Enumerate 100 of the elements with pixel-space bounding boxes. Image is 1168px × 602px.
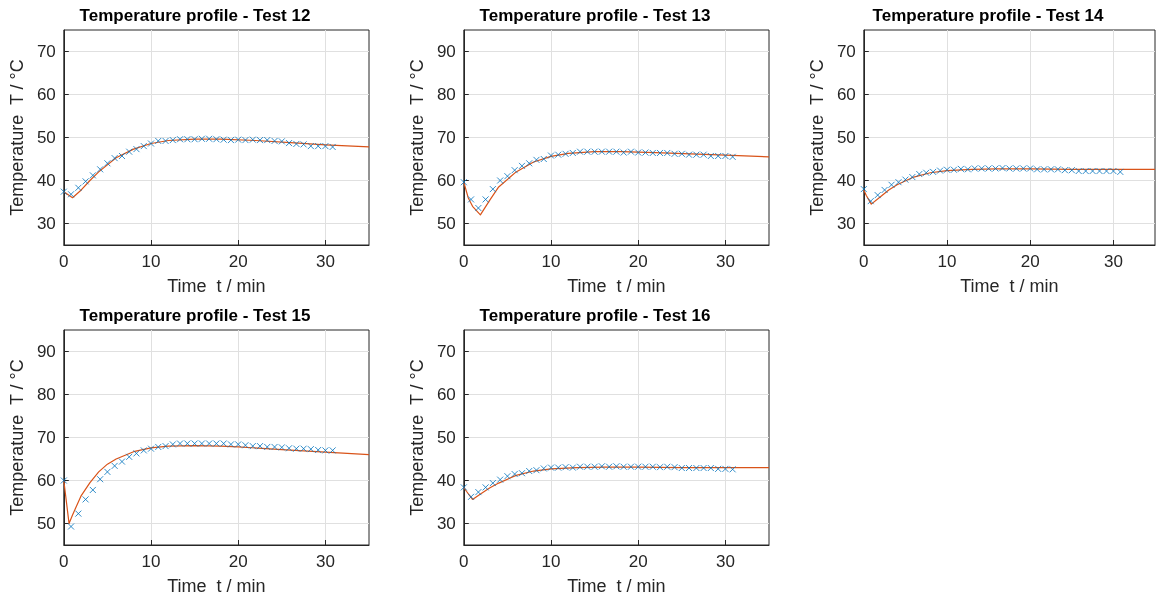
point — [460, 178, 468, 186]
point — [125, 148, 133, 156]
point — [212, 440, 220, 448]
point — [943, 166, 951, 174]
x-tick-label: 10 — [937, 252, 957, 271]
point — [1068, 166, 1076, 174]
point — [692, 464, 700, 472]
point — [721, 152, 729, 160]
y-axis-title: Temperature T / °C — [7, 359, 27, 516]
point — [532, 466, 540, 474]
y-tick-label: 30 — [836, 214, 856, 233]
y-tick-label: 70 — [36, 42, 56, 61]
y-axis-title: Temperature T / °C — [407, 59, 427, 216]
point — [612, 462, 620, 470]
point — [605, 463, 613, 471]
point — [162, 137, 170, 145]
y-tick-label: 80 — [436, 85, 456, 104]
point — [111, 154, 119, 162]
point — [67, 190, 75, 198]
point — [191, 440, 199, 448]
point — [583, 463, 591, 471]
point — [936, 167, 944, 175]
point — [198, 135, 206, 143]
point — [518, 469, 526, 477]
point — [183, 440, 191, 448]
point — [467, 195, 475, 203]
x-axis-title: Time t / min — [167, 276, 266, 296]
point — [67, 523, 75, 531]
point — [620, 149, 628, 157]
point — [147, 445, 155, 453]
point — [249, 136, 257, 144]
point — [569, 464, 577, 472]
point — [729, 153, 737, 161]
point — [118, 458, 126, 466]
x-tick-label: 0 — [459, 552, 469, 571]
x-tick-label: 20 — [1020, 252, 1040, 271]
point — [518, 162, 526, 170]
point — [198, 440, 206, 448]
point — [103, 159, 111, 167]
point — [205, 440, 213, 448]
point — [220, 440, 228, 448]
point — [234, 440, 242, 448]
point — [649, 463, 657, 471]
point — [241, 136, 249, 144]
point — [103, 468, 111, 476]
point — [685, 151, 693, 159]
point — [285, 139, 293, 147]
y-axis-title: Temperature T / °C — [807, 59, 827, 216]
point — [1109, 167, 1117, 175]
point — [569, 149, 577, 157]
x-tick-label: 0 — [59, 252, 69, 271]
y-tick-label: 60 — [36, 471, 56, 490]
y-tick-label: 70 — [436, 342, 456, 361]
point — [503, 172, 511, 180]
x-tick-label: 20 — [628, 252, 648, 271]
point — [482, 195, 490, 203]
point — [627, 148, 635, 156]
x-axis-title: Time t / min — [567, 576, 666, 596]
x-tick-label: 20 — [628, 552, 648, 571]
y-tick-label: 50 — [436, 214, 456, 233]
point — [649, 149, 657, 157]
point — [929, 168, 937, 176]
point — [612, 148, 620, 156]
point — [1033, 165, 1041, 173]
point — [950, 166, 958, 174]
point — [1040, 165, 1048, 173]
point — [292, 445, 300, 453]
point — [489, 185, 497, 193]
point — [314, 142, 322, 150]
point — [111, 462, 119, 470]
point — [227, 136, 235, 144]
point — [554, 151, 562, 159]
point — [489, 479, 497, 487]
point — [467, 493, 475, 501]
point — [598, 462, 606, 470]
point — [74, 510, 82, 518]
point — [867, 197, 875, 205]
point — [314, 446, 322, 454]
point — [89, 486, 97, 494]
point — [140, 446, 148, 454]
point — [1089, 167, 1097, 175]
x-axis-title: Time t / min — [960, 276, 1059, 296]
point — [227, 440, 235, 448]
point — [922, 169, 930, 177]
point — [511, 470, 519, 478]
point — [169, 136, 177, 144]
chart-title: Temperature profile - Test 16 — [479, 306, 711, 325]
point — [263, 136, 271, 144]
point — [692, 151, 700, 159]
point — [525, 467, 533, 475]
point — [562, 463, 570, 471]
point — [96, 165, 104, 173]
line-series — [863, 168, 1156, 205]
point — [641, 463, 649, 471]
y-axis-title: Temperature T / °C — [7, 59, 27, 216]
x-tick-label: 30 — [715, 552, 735, 571]
chart-title: Temperature profile - Test 13 — [479, 6, 711, 25]
point — [496, 476, 504, 484]
y-tick-label: 50 — [436, 428, 456, 447]
point — [132, 145, 140, 153]
